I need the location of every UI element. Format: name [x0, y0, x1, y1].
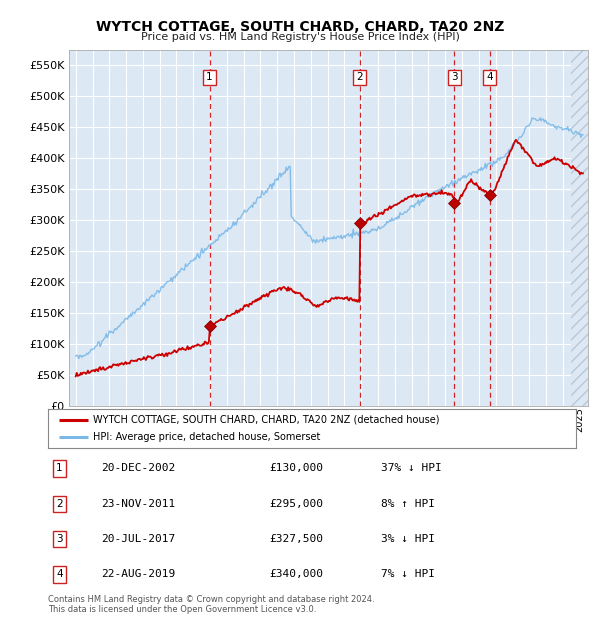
Text: 3: 3	[56, 534, 63, 544]
Text: £130,000: £130,000	[270, 463, 324, 474]
Text: 3: 3	[451, 73, 458, 82]
Text: 7% ↓ HPI: 7% ↓ HPI	[380, 569, 434, 580]
Text: 4: 4	[56, 569, 63, 580]
Text: £340,000: £340,000	[270, 569, 324, 580]
Text: 2: 2	[356, 73, 363, 82]
Text: 20-JUL-2017: 20-JUL-2017	[101, 534, 175, 544]
Text: 1: 1	[206, 73, 213, 82]
Text: 4: 4	[486, 73, 493, 82]
Text: £327,500: £327,500	[270, 534, 324, 544]
Text: HPI: Average price, detached house, Somerset: HPI: Average price, detached house, Some…	[93, 432, 320, 442]
Text: Price paid vs. HM Land Registry's House Price Index (HPI): Price paid vs. HM Land Registry's House …	[140, 32, 460, 42]
Text: 22-AUG-2019: 22-AUG-2019	[101, 569, 175, 580]
Text: £295,000: £295,000	[270, 498, 324, 509]
Text: Contains HM Land Registry data © Crown copyright and database right 2024.: Contains HM Land Registry data © Crown c…	[48, 595, 374, 604]
Text: 1: 1	[56, 463, 63, 474]
Text: 20-DEC-2002: 20-DEC-2002	[101, 463, 175, 474]
Text: WYTCH COTTAGE, SOUTH CHARD, CHARD, TA20 2NZ (detached house): WYTCH COTTAGE, SOUTH CHARD, CHARD, TA20 …	[93, 415, 439, 425]
Text: WYTCH COTTAGE, SOUTH CHARD, CHARD, TA20 2NZ: WYTCH COTTAGE, SOUTH CHARD, CHARD, TA20 …	[96, 20, 504, 34]
Text: 2: 2	[56, 498, 63, 509]
Text: 3% ↓ HPI: 3% ↓ HPI	[380, 534, 434, 544]
Text: 23-NOV-2011: 23-NOV-2011	[101, 498, 175, 509]
Text: 8% ↑ HPI: 8% ↑ HPI	[380, 498, 434, 509]
Text: This data is licensed under the Open Government Licence v3.0.: This data is licensed under the Open Gov…	[48, 605, 316, 614]
Text: 37% ↓ HPI: 37% ↓ HPI	[380, 463, 442, 474]
